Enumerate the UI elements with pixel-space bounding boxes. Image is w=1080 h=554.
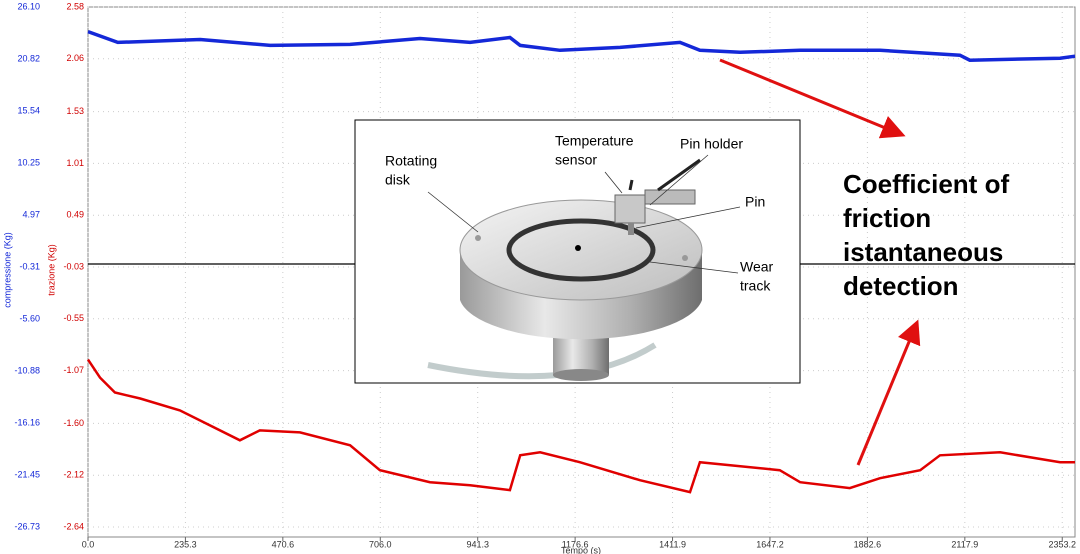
x-tick-label: 1882.6	[854, 539, 882, 549]
y2-tick-label: -0.03	[63, 261, 84, 271]
y2-tick-label: 2.06	[66, 53, 84, 63]
y-tick-label: -0.31	[19, 261, 40, 271]
annotation: detection	[843, 271, 959, 301]
y-axis-label: compressione (Kg)	[2, 232, 12, 308]
y-tick-label: 4.97	[22, 209, 40, 219]
y-tick-label: -5.60	[19, 313, 40, 323]
x-tick-label: 2353.2	[1048, 539, 1076, 549]
x-tick-label: 941.3	[466, 539, 489, 549]
y2-tick-label: -1.60	[63, 418, 84, 428]
y2-tick-label: -1.07	[63, 365, 84, 375]
y2-tick-label: 1.53	[66, 106, 84, 116]
y-tick-label: -16.16	[14, 417, 40, 427]
x-tick-label: 1411.9	[659, 539, 686, 549]
inset-label: track	[740, 278, 771, 294]
y-tick-label: 20.82	[17, 53, 40, 63]
annotation: Coefficient of	[843, 169, 1009, 199]
y2-tick-label: -2.12	[63, 470, 84, 480]
annotation: friction	[843, 203, 931, 233]
data-line	[87, 29, 1076, 62]
x-axis-label: Tempo (s)	[561, 545, 601, 554]
y-tick-label: 15.54	[17, 105, 40, 115]
y-tick-label: -21.45	[14, 469, 40, 479]
inset-label: Pin holder	[680, 136, 743, 152]
x-tick-label: 1176.6	[562, 539, 589, 549]
x-tick-label: 0.0	[82, 539, 95, 549]
x-tick-label: 1647.2	[756, 539, 784, 549]
inset-label: disk	[385, 172, 411, 188]
data-line	[86, 358, 1075, 494]
inset-label: Temperature	[555, 133, 634, 149]
y-tick-label: 10.25	[17, 157, 40, 167]
x-tick-label: 470.6	[272, 539, 295, 549]
inset-label: Wear	[740, 259, 774, 275]
y2-tick-label: -2.64	[63, 521, 84, 531]
inset-diagram	[354, 119, 801, 384]
y-tick-label: 26.10	[17, 1, 40, 11]
inset-label: Rotating	[385, 153, 437, 169]
inset-label: Pin	[745, 194, 765, 210]
y-tick-label: -26.73	[14, 521, 40, 531]
arrow	[719, 58, 906, 139]
y2-tick-label: -0.55	[63, 313, 84, 323]
y2-axis-label: trazione (Kg)	[46, 244, 56, 296]
y2-tick-label: 2.58	[66, 1, 84, 11]
x-tick-label: 2117.9	[951, 539, 978, 549]
x-tick-label: 235.3	[174, 539, 197, 549]
y2-tick-label: 1.01	[66, 158, 84, 168]
y-tick-label: -10.88	[14, 365, 40, 375]
arrow	[856, 319, 921, 466]
inset-label: sensor	[555, 152, 597, 168]
annotation: istantaneous	[843, 237, 1003, 267]
y2-tick-label: 0.49	[66, 210, 84, 220]
x-tick-label: 706.0	[369, 539, 392, 549]
